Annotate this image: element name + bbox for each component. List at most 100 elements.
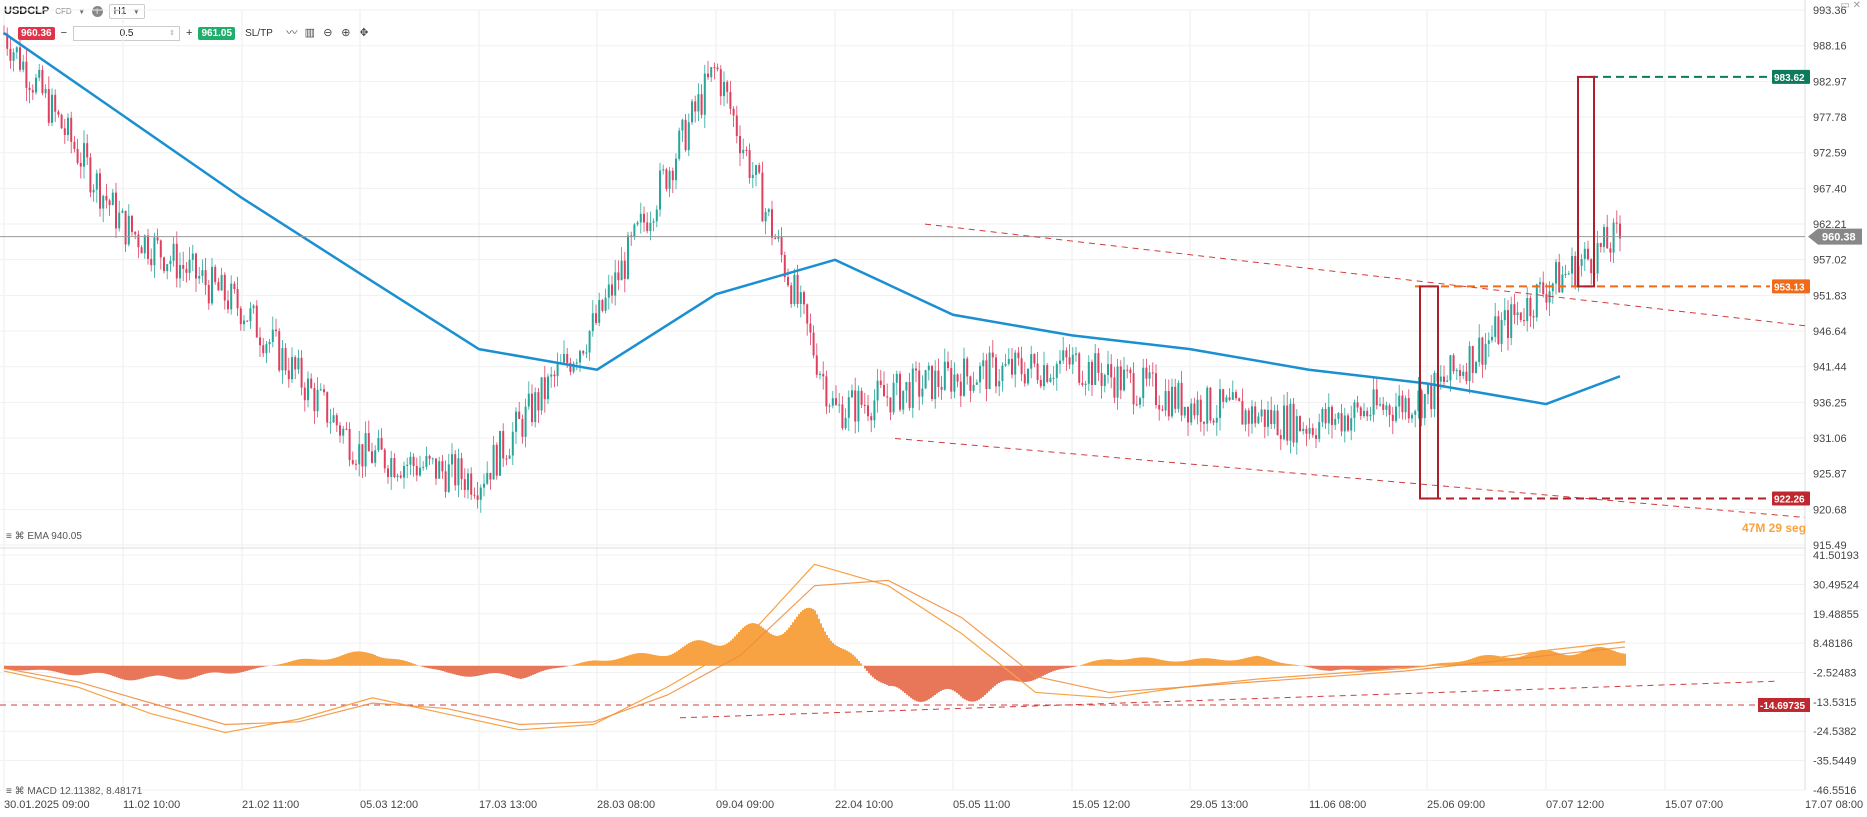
macd-hist-bar [872, 665, 874, 678]
candle-body [425, 455, 428, 467]
price-tag: 922.26 [1772, 491, 1810, 506]
macd-hist-bar [288, 661, 290, 666]
macd-hist-bar [614, 659, 616, 666]
candle-body [25, 61, 28, 88]
increase-quantity-button[interactable]: + [186, 27, 193, 39]
candle-body [1135, 404, 1138, 406]
macd-hist-bar [1414, 665, 1416, 667]
macd-hist-bar [394, 659, 396, 666]
candle-body [838, 404, 841, 406]
candle-body [636, 222, 639, 225]
macd-hist-bar [1568, 655, 1570, 666]
macd-hist-bar [378, 656, 380, 666]
candle-body [1132, 373, 1135, 405]
decrease-quantity-button[interactable]: − [60, 27, 68, 39]
macd-hist-bar [86, 665, 88, 675]
macd-hist-bar [1488, 654, 1490, 666]
candle-body [393, 458, 396, 478]
candle-body [1430, 383, 1433, 410]
candle-body [67, 117, 69, 135]
line-chart-icon[interactable]: 〰 [286, 27, 298, 39]
candle-body [76, 148, 79, 163]
candle-body [1558, 262, 1561, 293]
macd-hist-bar [220, 665, 222, 673]
buy-price-button[interactable]: 961.05 [198, 26, 236, 40]
macd-hist-bar [672, 653, 674, 666]
candle-body [102, 195, 105, 209]
candle-body [6, 33, 9, 49]
macd-hist-bar [1002, 665, 1004, 682]
candle-body [1187, 406, 1189, 423]
candle-body [716, 67, 719, 70]
macd-hist-bar [112, 665, 114, 676]
macd-hist-bar [1178, 661, 1180, 666]
zoom-in-icon[interactable]: ⊕ [341, 27, 351, 39]
window-controls[interactable]: ▭ ✕ [1840, 0, 1861, 11]
macd-hist-bar [336, 657, 338, 666]
macd-hist-bar [1198, 658, 1200, 666]
zoom-out-icon[interactable]: ⊖ [323, 27, 333, 39]
candle-body [1471, 346, 1474, 373]
macd-histogram [4, 607, 1626, 702]
candle-body [1510, 304, 1513, 339]
macd-hist-bar [714, 645, 716, 666]
candle-body [755, 165, 757, 175]
macd-hist-bar [1622, 653, 1624, 666]
macd-hist-bar [124, 665, 126, 680]
candle-body [1030, 354, 1033, 369]
macd-hist-bar [826, 635, 828, 666]
macd-hist-bar [88, 665, 90, 674]
candle-body [271, 329, 274, 342]
current-price-tag-text: 960.38 [1822, 232, 1856, 244]
macd-hist-bar [234, 665, 236, 674]
stepper-icon: ⇕ [169, 29, 176, 37]
macd-hist-bar [108, 665, 110, 675]
candle-body [275, 329, 277, 332]
macd-hist-bar [1162, 660, 1164, 666]
macd-hist-bar [1578, 653, 1580, 666]
macd-hist-bar [848, 651, 850, 666]
macd-hist-bar [704, 641, 706, 666]
macd-hist-bar [18, 665, 20, 671]
macd-hist-bar [904, 665, 906, 693]
time-tick-label: 11.02 10:00 [123, 799, 180, 811]
macd-hist-bar [1392, 665, 1394, 669]
macd-hist-bar [1218, 659, 1220, 666]
macd-hist-bar [434, 665, 436, 670]
macd-hist-bar [200, 665, 202, 676]
candle-body [1039, 380, 1042, 387]
macd-hist-bar [176, 665, 178, 680]
candle-body [1340, 413, 1343, 432]
quantity-input[interactable]: 0.5 ⇕ [73, 25, 181, 41]
candle-body [831, 398, 834, 406]
macd-hist-bar [1512, 657, 1514, 666]
sell-price-button[interactable]: 960.36 [18, 26, 55, 40]
candle-body [860, 390, 863, 405]
ema-indicator-label[interactable]: ≡ ⌘ EMA 940.05 [6, 531, 82, 542]
macd-hist-bar [1250, 656, 1252, 666]
candle-body [687, 122, 690, 151]
macd-hist-bar [986, 665, 988, 694]
macd-hist-bar [794, 619, 796, 666]
macd-hist-bar [202, 665, 204, 675]
symbol-dropdown-icon[interactable]: ▼ [77, 6, 86, 16]
macd-hist-bar [1074, 665, 1076, 667]
sltp-button[interactable]: SL/TP [245, 27, 273, 39]
macd-hist-bar [90, 665, 92, 674]
macd-hist-bar [360, 651, 362, 666]
symbol-name[interactable]: USDCLP [4, 5, 50, 17]
crosshair-icon[interactable]: ✥ [359, 27, 369, 39]
macd-hist-bar [232, 665, 234, 674]
macd-hist-bar [1356, 665, 1358, 671]
price-tick-label: 977.78 [1813, 112, 1847, 124]
macd-hist-bar [1100, 659, 1102, 666]
timeframe-select[interactable]: H1 ▼ [108, 3, 146, 19]
info-icon[interactable]: i [91, 5, 103, 17]
macd-hist-bar [366, 652, 368, 666]
macd-hist-bar [140, 665, 142, 679]
candle-body [1564, 273, 1567, 275]
macd-indicator-label[interactable]: ≡ ⌘ MACD 12.11382, 8.48171 [6, 786, 143, 797]
macd-hist-bar [710, 643, 712, 666]
candles-icon[interactable]: ▥ [304, 27, 316, 39]
